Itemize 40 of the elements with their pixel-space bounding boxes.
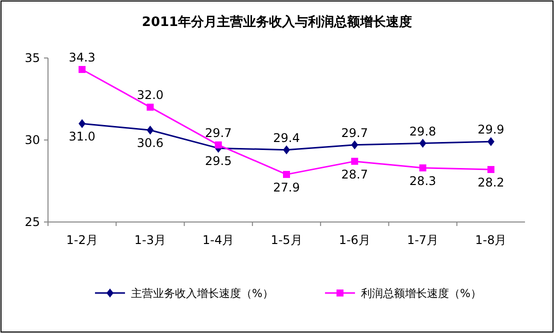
y-tick-label: 30	[24, 133, 40, 147]
data-label: 29.7	[205, 126, 232, 140]
data-label: 29.7	[341, 126, 368, 140]
point	[351, 158, 358, 165]
data-label: 30.6	[136, 136, 164, 150]
x-tick-label: 1-5月	[270, 233, 302, 247]
x-tick-label: 1-4月	[202, 233, 234, 247]
x-tick-label: 1-7月	[406, 233, 439, 247]
data-label: 28.3	[409, 174, 436, 188]
point	[487, 166, 494, 174]
data-label: 32.0	[136, 88, 164, 102]
data-label: 29.4	[273, 130, 300, 145]
data-label: 29.9	[478, 122, 504, 137]
y-tick-label: 35	[24, 51, 40, 65]
point	[283, 170, 290, 178]
data-label: 28.2	[478, 176, 504, 190]
point	[283, 145, 290, 154]
data-label: 28.7	[341, 167, 368, 182]
x-tick-label: 1-3月	[134, 233, 166, 247]
point	[78, 66, 86, 73]
legend-label: 主营业务收入增长速度（%）	[131, 287, 274, 300]
point	[146, 104, 154, 111]
point	[419, 138, 426, 148]
legend-label: 利润总额增长速度（%）	[361, 287, 482, 300]
data-label: 34.3	[68, 50, 96, 64]
point	[78, 119, 86, 128]
point	[419, 164, 426, 172]
point	[146, 126, 154, 135]
y-tick-label: 25	[24, 215, 40, 229]
data-label: 31.0	[68, 130, 96, 144]
data-label: 29.5	[205, 154, 232, 168]
x-tick-label: 1-6月	[338, 233, 370, 247]
x-tick-label: 1-2月	[66, 233, 98, 247]
x-tick-label: 1-8月	[475, 233, 507, 247]
point	[351, 140, 358, 150]
point	[487, 137, 494, 146]
chart-title: 2011年分月主营业务收入与利润总额增长速度	[142, 14, 412, 30]
data-label: 27.9	[273, 180, 300, 194]
point	[214, 141, 222, 148]
data-label: 29.8	[409, 124, 436, 138]
